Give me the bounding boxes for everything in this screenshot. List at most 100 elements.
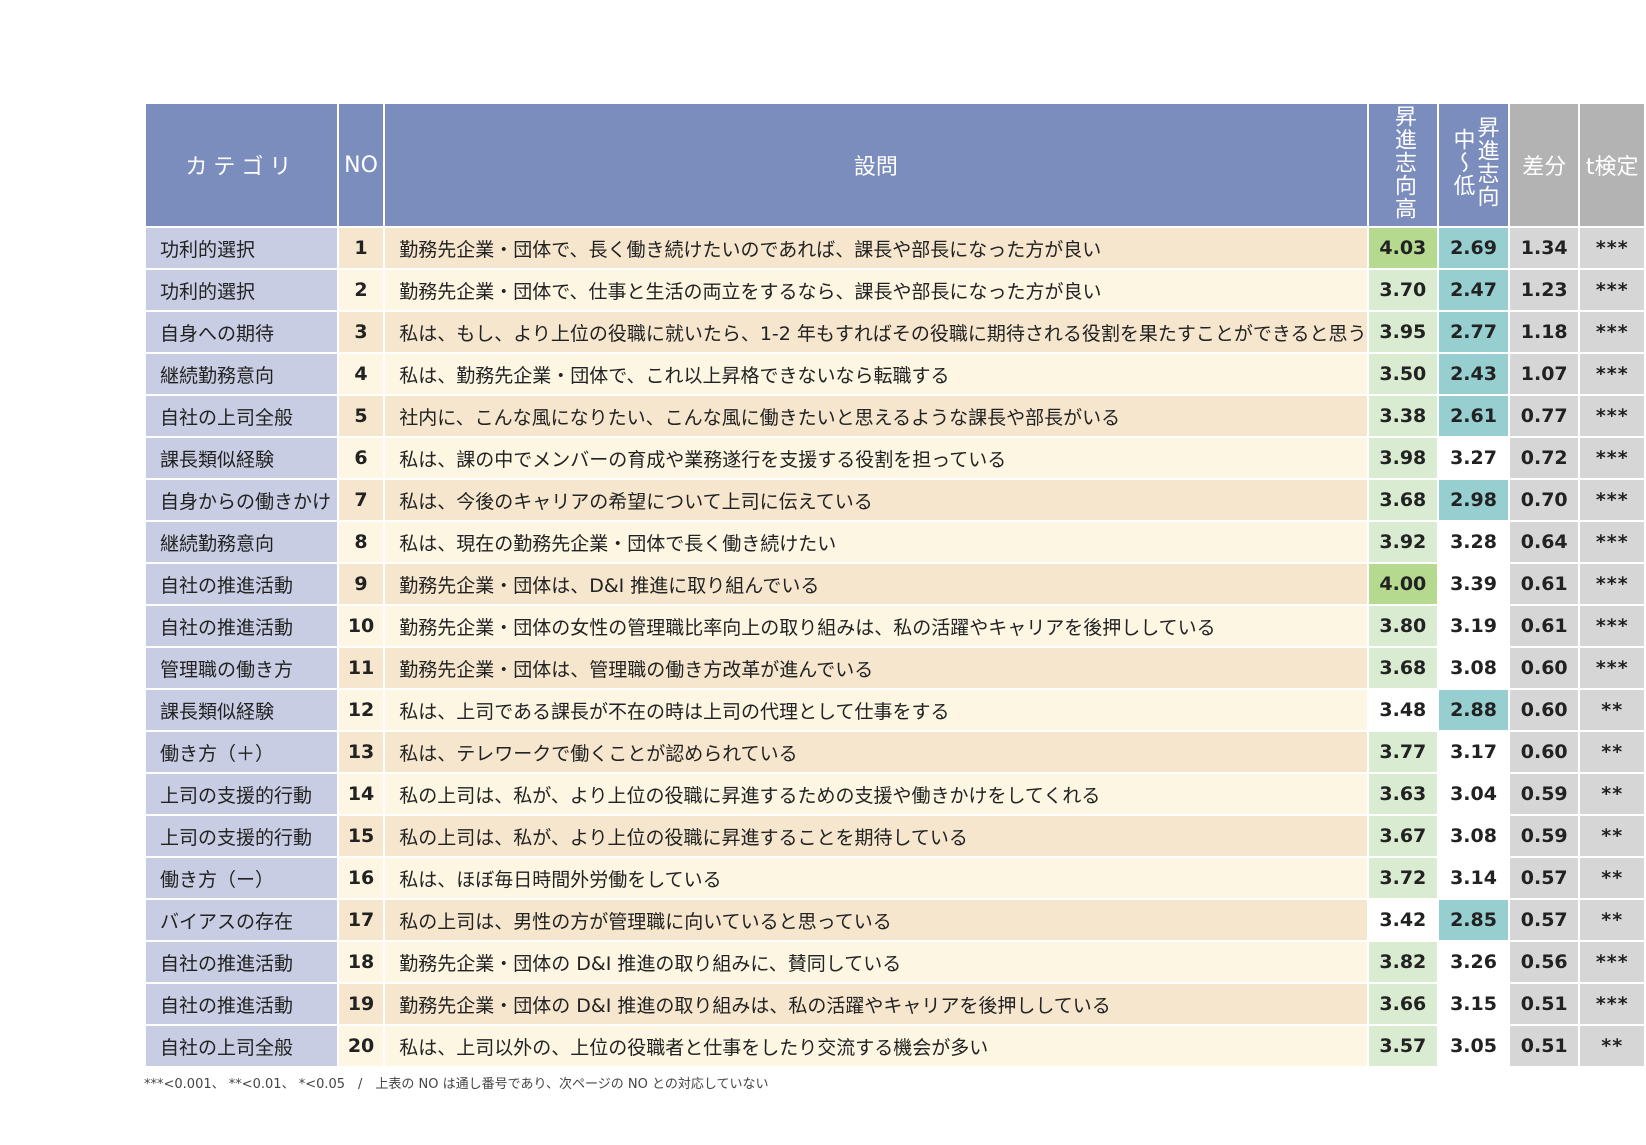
ttest-cell: ** (1578, 898, 1646, 942)
midlow-score-cell: 3.17 (1437, 730, 1510, 774)
high-score-cell: 3.38 (1366, 394, 1440, 438)
category-cell: 功利的選択 (144, 226, 339, 270)
table-row: 継続勤務意向 4 私は、勤務先企業・団体で、これ以上昇格できないなら転職する 3.50… (144, 352, 1646, 396)
ttest-cell: *** (1578, 982, 1646, 1026)
ttest-cell: *** (1578, 268, 1646, 312)
question-cell: 私は、課の中でメンバーの育成や業務遂行を支援する役割を担っている (383, 436, 1369, 480)
high-score-cell: 3.92 (1366, 520, 1440, 564)
no-cell: 16 (336, 856, 386, 900)
ttest-cell: *** (1578, 310, 1646, 354)
category-cell: 課長類似経験 (144, 436, 339, 480)
high-score-cell: 3.57 (1366, 1024, 1440, 1068)
ttest-cell: ** (1578, 688, 1646, 732)
diff-cell: 0.60 (1507, 688, 1581, 732)
high-score-cell: 3.80 (1366, 604, 1440, 648)
diff-cell: 1.18 (1507, 310, 1581, 354)
no-cell: 12 (336, 688, 386, 732)
question-cell: 私は、勤務先企業・団体で、これ以上昇格できないなら転職する (383, 352, 1369, 396)
midlow-score-cell: 3.14 (1437, 856, 1510, 900)
high-score-cell: 3.95 (1366, 310, 1440, 354)
diff-cell: 0.64 (1507, 520, 1581, 564)
no-cell: 1 (336, 226, 386, 270)
diff-cell: 1.23 (1507, 268, 1581, 312)
category-cell: 継続勤務意向 (144, 352, 339, 396)
table-row: 自社の上司全般 5 社内に、こんな風になりたい、こんな風に働きたいと思えるような課長… (144, 394, 1646, 438)
header-high-ambition: 昇進志向高 (1366, 102, 1440, 228)
header-category: カテゴリ (144, 102, 339, 228)
table-row: 働き方（＋） 13 私は、テレワークで働くことが認められている 3.77 3.17 0.6… (144, 730, 1646, 774)
ttest-cell: *** (1578, 646, 1646, 690)
question-cell: 勤務先企業・団体の D&I 推進の取り組みは、私の活躍やキャリアを後押ししている (383, 982, 1369, 1026)
diff-cell: 0.72 (1507, 436, 1581, 480)
question-cell: 勤務先企業・団体は、管理職の働き方改革が進んでいる (383, 646, 1369, 690)
table-row: 継続勤務意向 8 私は、現在の勤務先企業・団体で長く働き続けたい 3.92 3.28 0.… (144, 520, 1646, 564)
category-cell: 上司の支援的行動 (144, 814, 339, 858)
question-cell: 私は、上司以外の、上位の役職者と仕事をしたり交流する機会が多い (383, 1024, 1369, 1068)
high-score-cell: 3.68 (1366, 646, 1440, 690)
ttest-cell: *** (1578, 394, 1646, 438)
category-cell: 上司の支援的行動 (144, 772, 339, 816)
category-cell: 自社の上司全般 (144, 394, 339, 438)
diff-cell: 0.59 (1507, 772, 1581, 816)
ttest-cell: *** (1578, 478, 1646, 522)
category-cell: 管理職の働き方 (144, 646, 339, 690)
table-row: 上司の支援的行動 15 私の上司は、私が、より上位の役職に昇進することを期待している… (144, 814, 1646, 858)
no-cell: 19 (336, 982, 386, 1026)
question-cell: 社内に、こんな風になりたい、こんな風に働きたいと思えるような課長や部長がいる (383, 394, 1369, 438)
no-cell: 17 (336, 898, 386, 942)
question-cell: 勤務先企業・団体の女性の管理職比率向上の取り組みは、私の活躍やキャリアを後押しし… (383, 604, 1369, 648)
ttest-cell: *** (1578, 604, 1646, 648)
midlow-score-cell: 2.85 (1437, 898, 1510, 942)
question-cell: 勤務先企業・団体は、D&I 推進に取り組んでいる (383, 562, 1369, 606)
question-cell: 私は、現在の勤務先企業・団体で長く働き続けたい (383, 520, 1369, 564)
category-cell: 功利的選択 (144, 268, 339, 312)
midlow-score-cell: 3.28 (1437, 520, 1510, 564)
table-row: 自社の上司全般 20 私は、上司以外の、上位の役職者と仕事をしたり交流する機会が多い… (144, 1024, 1646, 1068)
high-score-cell: 3.50 (1366, 352, 1440, 396)
results-table: カテゴリ NO 設問 昇進志向高 昇進志向中〜低 差分 t検定 功利的選択 1 勤務… (144, 102, 1646, 1068)
category-cell: 自身への期待 (144, 310, 339, 354)
ttest-cell: *** (1578, 940, 1646, 984)
ttest-cell: *** (1578, 352, 1646, 396)
diff-cell: 1.07 (1507, 352, 1581, 396)
ttest-cell: ** (1578, 730, 1646, 774)
midlow-score-cell: 2.61 (1437, 394, 1510, 438)
table-row: 自社の推進活動 9 勤務先企業・団体は、D&I 推進に取り組んでいる 4.00 3.39… (144, 562, 1646, 606)
category-cell: バイアスの存在 (144, 898, 339, 942)
no-cell: 8 (336, 520, 386, 564)
diff-cell: 0.56 (1507, 940, 1581, 984)
no-cell: 13 (336, 730, 386, 774)
table-row: 自身への期待 3 私は、もし、より上位の役職に就いたら、1-2 年もすればその役職に… (144, 310, 1646, 354)
table-row: 自社の推進活動 18 勤務先企業・団体の D&I 推進の取り組みに、賛同している 3.… (144, 940, 1646, 984)
ttest-cell: ** (1578, 814, 1646, 858)
high-score-cell: 3.48 (1366, 688, 1440, 732)
table-row: バイアスの存在 17 私の上司は、男性の方が管理職に向いていると思っている 3.42 2… (144, 898, 1646, 942)
high-score-cell: 3.77 (1366, 730, 1440, 774)
category-cell: 自社の推進活動 (144, 982, 339, 1026)
midlow-score-cell: 2.98 (1437, 478, 1510, 522)
no-cell: 5 (336, 394, 386, 438)
midlow-score-cell: 2.43 (1437, 352, 1510, 396)
no-cell: 15 (336, 814, 386, 858)
no-cell: 3 (336, 310, 386, 354)
question-cell: 勤務先企業・団体で、仕事と生活の両立をするなら、課長や部長になった方が良い (383, 268, 1369, 312)
high-score-cell: 3.68 (1366, 478, 1440, 522)
question-cell: 私は、テレワークで働くことが認められている (383, 730, 1369, 774)
category-cell: 自社の推進活動 (144, 940, 339, 984)
high-score-cell: 3.72 (1366, 856, 1440, 900)
midlow-score-cell: 3.26 (1437, 940, 1510, 984)
category-cell: 自社の推進活動 (144, 604, 339, 648)
category-cell: 継続勤務意向 (144, 520, 339, 564)
category-cell: 自社の上司全般 (144, 1024, 339, 1068)
table-row: 自身からの働きかけ 7 私は、今後のキャリアの希望について上司に伝えている 3.68 2… (144, 478, 1646, 522)
diff-cell: 0.59 (1507, 814, 1581, 858)
category-cell: 自社の推進活動 (144, 562, 339, 606)
question-cell: 勤務先企業・団体で、長く働き続けたいのであれば、課長や部長になった方が良い (383, 226, 1369, 270)
high-score-cell: 3.66 (1366, 982, 1440, 1026)
no-cell: 2 (336, 268, 386, 312)
ttest-cell: ** (1578, 772, 1646, 816)
no-cell: 4 (336, 352, 386, 396)
question-cell: 私は、ほぼ毎日時間外労働をしている (383, 856, 1369, 900)
header-midlow-ambition: 昇進志向中〜低 (1437, 102, 1510, 228)
table-row: 課長類似経験 12 私は、上司である課長が不在の時は上司の代理として仕事をする 3.4… (144, 688, 1646, 732)
